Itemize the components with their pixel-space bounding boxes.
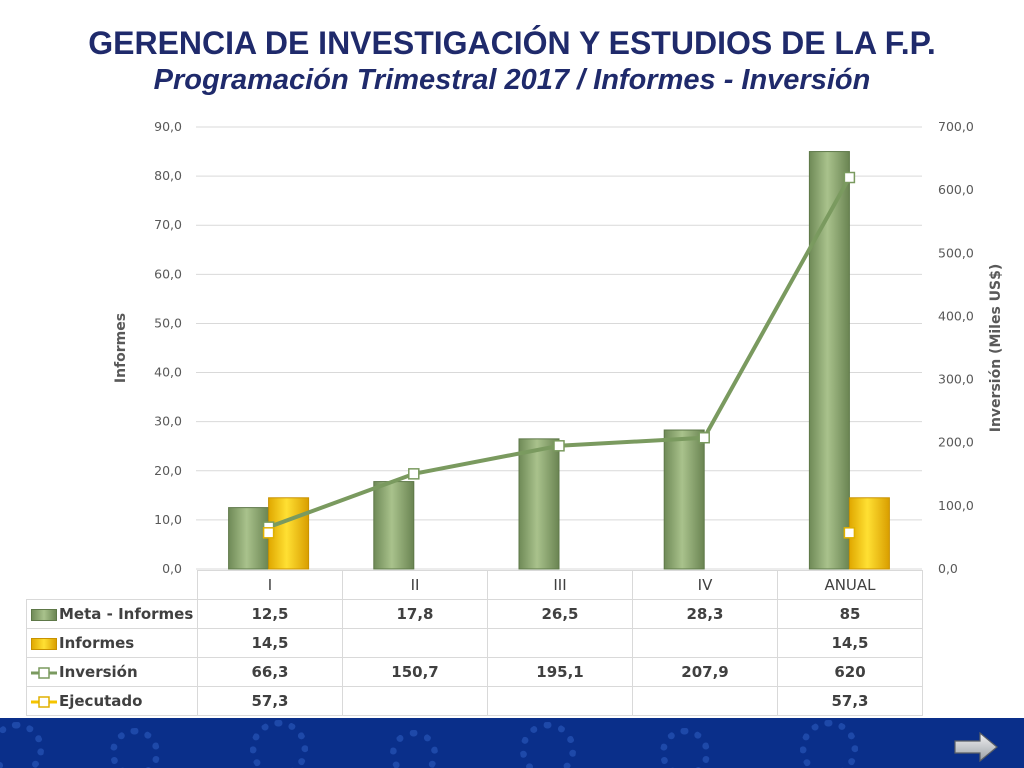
bar-meta-informes [663, 429, 705, 570]
data-label: 57,3 [777, 686, 923, 716]
data-label [632, 686, 778, 716]
y-tick-label: 10,0 [154, 512, 182, 527]
bar-meta-informes [808, 151, 850, 570]
gear-decoration [110, 728, 160, 768]
data-label: 26,5 [487, 599, 633, 629]
category-label: IV [632, 570, 778, 600]
category-label: ANUAL [777, 570, 923, 600]
data-label: 12,5 [197, 599, 343, 629]
y2-tick-label: 500,0 [938, 245, 974, 260]
y2-tick-label: 300,0 [938, 372, 974, 387]
y2-tick-label: 100,0 [938, 498, 974, 513]
arrow-right-icon[interactable] [954, 732, 998, 762]
data-label: 57,3 [197, 686, 343, 716]
y-axis-title: Informes [113, 313, 129, 383]
y-tick-label: 80,0 [154, 168, 182, 183]
gear-decoration [520, 722, 576, 768]
legend-entry: Ejecutado [26, 686, 198, 716]
slide-subtitle: Programación Trimestral 2017 / Informes … [153, 64, 871, 96]
y2-axis-title: Inversión (Miles US$) [988, 264, 1004, 433]
data-table: I II III IV ANUAL Meta - Informes 12,5 17,8 26,5… [26, 570, 923, 716]
data-label: 85 [777, 599, 923, 629]
legend-entry: Meta - Informes [26, 599, 198, 629]
table-row: Meta - Informes 12,5 17,8 26,5 28,3 85 [26, 599, 923, 629]
chart-svg: 0,010,020,030,040,050,060,070,080,090,00… [113, 119, 1004, 576]
data-label: 28,3 [632, 599, 778, 629]
bar-meta-informes [228, 507, 270, 570]
y-tick-label: 20,0 [154, 463, 182, 478]
legend-label: Inversión [59, 663, 138, 681]
data-label [342, 686, 488, 716]
legend-entry: Informes [26, 628, 198, 658]
y-tick-label: 50,0 [154, 315, 182, 330]
table-corner [26, 570, 198, 600]
legend-label: Informes [59, 634, 135, 652]
data-label: 620 [777, 657, 923, 687]
legend-line-marker [31, 666, 57, 679]
y2-tick-label: 400,0 [938, 308, 974, 323]
legend-line-marker [31, 695, 57, 708]
category-label: II [342, 570, 488, 600]
data-label: 150,7 [342, 657, 488, 687]
data-label [487, 686, 633, 716]
legend-label: Meta - Informes [59, 605, 194, 623]
marker-ejecutado [843, 527, 856, 539]
marker-inversion [843, 171, 856, 184]
legend-swatch [31, 608, 57, 621]
gear-decoration [800, 720, 858, 768]
bar-meta-informes [373, 481, 415, 570]
marker-inversion [553, 440, 565, 452]
table-row: Ejecutado 57,3 57,3 [26, 686, 923, 716]
data-label [632, 628, 778, 658]
marker-inversion [408, 468, 420, 480]
y2-tick-label: 700,0 [938, 119, 974, 134]
slide-title-block: GERENCIA DE INVESTIGACIÓN Y ESTUDIOS DE … [0, 24, 1024, 98]
y-tick-label: 30,0 [154, 414, 182, 429]
category-label: I [197, 570, 343, 600]
data-label: 17,8 [342, 599, 488, 629]
y2-tick-label: 200,0 [938, 435, 974, 450]
gear-decoration [660, 728, 710, 768]
data-label [487, 628, 633, 658]
marker-inversion [698, 431, 710, 444]
y-tick-label: 70,0 [154, 217, 182, 232]
legend-swatch [31, 637, 57, 650]
slide-title: GERENCIA DE INVESTIGACIÓN Y ESTUDIOS DE … [88, 25, 936, 61]
bar-informes [268, 497, 310, 570]
y2-tick-label: 600,0 [938, 182, 974, 197]
gear-decoration [250, 720, 308, 768]
bar-informes [848, 497, 890, 570]
y2-tick-label: 0,0 [938, 561, 958, 576]
marker-ejecutado [262, 527, 275, 539]
bar-meta-informes [518, 438, 560, 570]
legend-entry: Inversión [26, 657, 198, 687]
y-tick-label: 90,0 [154, 119, 182, 134]
gear-decoration [390, 730, 438, 768]
category-label: III [487, 570, 633, 600]
data-label: 207,9 [632, 657, 778, 687]
footer-bar [0, 718, 1024, 768]
y-tick-label: 40,0 [154, 365, 182, 380]
gear-decoration [0, 722, 44, 768]
data-label: 14,5 [197, 628, 343, 658]
table-row: Informes 14,5 14,5 [26, 628, 923, 658]
table-row: Inversión 66,3 150,7 195,1 207,9 620 [26, 657, 923, 687]
legend-label: Ejecutado [59, 692, 143, 710]
data-label [342, 628, 488, 658]
data-label: 195,1 [487, 657, 633, 687]
data-label: 14,5 [777, 628, 923, 658]
data-label: 66,3 [197, 657, 343, 687]
y-tick-label: 60,0 [154, 266, 182, 281]
